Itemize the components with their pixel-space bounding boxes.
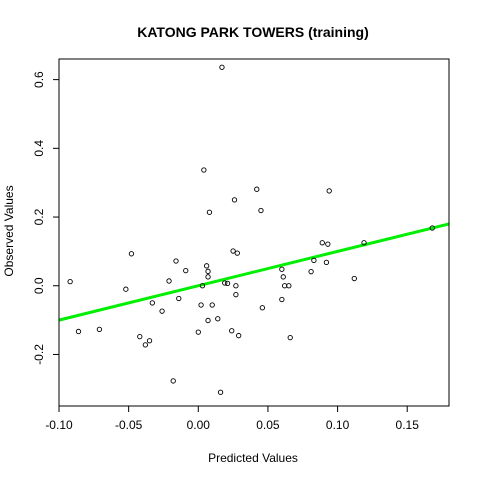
data-point <box>96 326 103 333</box>
data-point <box>67 278 73 285</box>
data-point <box>325 241 331 247</box>
data-point <box>75 328 82 335</box>
data-point <box>149 300 155 306</box>
x-tick-label: -0.10 <box>45 418 73 432</box>
data-point <box>205 274 211 280</box>
data-point <box>234 250 240 256</box>
y-tick-label: -0.2 <box>32 344 46 365</box>
x-tick-label: 0.00 <box>187 418 211 432</box>
data-point <box>176 295 182 302</box>
data-point <box>222 280 228 286</box>
data-point <box>219 64 225 70</box>
data-point <box>280 274 286 280</box>
y-tick-label: 0.2 <box>32 208 46 225</box>
data-point <box>128 251 135 257</box>
data-point <box>308 269 314 275</box>
data-point <box>195 329 201 335</box>
data-point <box>230 248 236 254</box>
data-point <box>259 305 266 311</box>
data-point <box>170 378 176 384</box>
data-point <box>429 225 435 231</box>
data-point <box>215 316 221 322</box>
data-point <box>137 333 143 340</box>
data-point <box>209 302 215 308</box>
data-point <box>254 186 260 192</box>
chart-title: KATONG PARK TOWERS (training) <box>137 24 369 40</box>
fit-line-layer <box>58 222 450 322</box>
data-point <box>311 257 317 263</box>
data-point <box>351 275 357 282</box>
data-point <box>231 197 238 203</box>
x-tick-label: 0.05 <box>256 418 280 432</box>
x-tick-label: 0.15 <box>396 418 420 432</box>
data-point <box>203 263 210 269</box>
axes-layer: -0.10 -0.05 0.00 0.05 0.10 0.15 -0.2 0.0 0.2 0.4 0… <box>32 58 450 432</box>
data-point <box>205 317 211 324</box>
data-point <box>199 283 206 289</box>
points-layer <box>67 64 435 395</box>
x-tick-label: -0.05 <box>115 418 143 432</box>
data-point <box>173 258 179 264</box>
x-axis-label: Predicted Values <box>208 451 298 465</box>
data-point <box>183 267 189 274</box>
plot-frame <box>58 58 450 407</box>
data-point <box>159 308 165 314</box>
y-axis-label: Observed Values <box>2 185 16 276</box>
data-point <box>326 188 332 194</box>
y-tick-label: 0.6 <box>32 71 46 88</box>
data-point <box>279 266 285 272</box>
data-point <box>198 302 204 308</box>
data-point <box>206 209 213 215</box>
data-point <box>205 268 211 274</box>
data-point <box>146 338 153 344</box>
data-point <box>258 207 264 214</box>
data-point <box>224 280 231 286</box>
data-point <box>319 240 325 246</box>
data-point <box>229 328 235 334</box>
data-point <box>142 342 149 348</box>
data-point <box>286 283 292 289</box>
y-tick-label: 0.0 <box>32 277 46 294</box>
data-point <box>123 286 129 292</box>
data-point <box>201 167 207 173</box>
y-tick-label: 0.4 <box>32 140 46 157</box>
data-point <box>236 332 242 339</box>
regression-line <box>58 222 450 322</box>
data-point <box>279 296 285 303</box>
data-point <box>323 259 330 266</box>
data-point <box>361 240 367 246</box>
data-point <box>287 334 293 341</box>
data-point <box>233 283 239 289</box>
data-point <box>233 292 239 298</box>
data-point <box>217 389 224 395</box>
x-tick-label: 0.10 <box>326 418 350 432</box>
data-point <box>166 278 172 284</box>
